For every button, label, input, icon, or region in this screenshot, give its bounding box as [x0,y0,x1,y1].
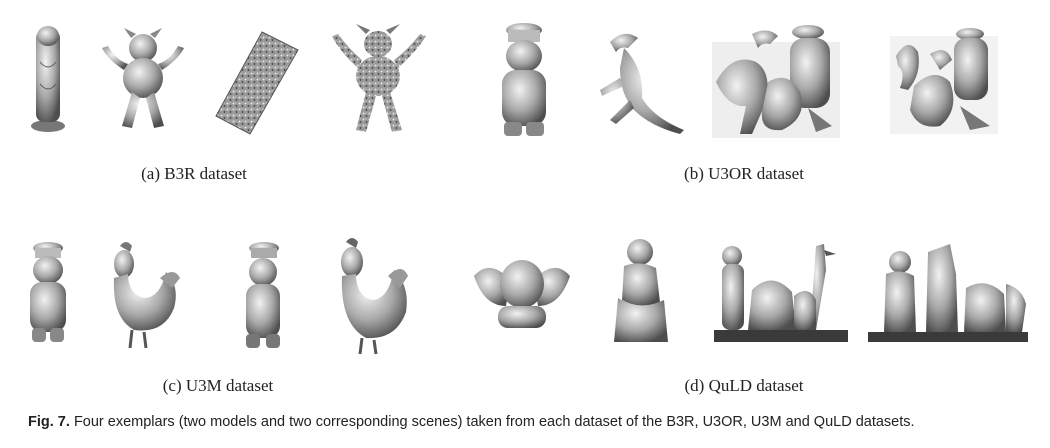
cluttered-scene-1-image [712,240,850,346]
figure-label: Fig. 7. [28,414,70,430]
chef-model-image [494,22,554,138]
subcaption-c: (c) U3M dataset [162,376,274,395]
figure-caption-text: Four exemplars (two models and two corre… [73,414,915,430]
boy-model-image [610,238,672,348]
dragon-model-image [98,26,188,132]
cluttered-scene-2-image [890,26,998,134]
cluttered-scene-2-image [866,244,1030,344]
angel-model-image [470,250,574,334]
chicken-scan-image [334,234,410,356]
subcaption-d: (d) QuLD dataset [684,376,804,395]
chef-model-image [24,240,72,344]
chef-scan-image [240,240,286,350]
cluttered-scene-1-image [712,22,840,138]
subcaption-b: (b) U3OR dataset [684,164,804,183]
trex-model-image [594,28,686,134]
buddha-model-image [28,22,68,134]
buddha-scene-image [214,30,300,136]
dragon-scene-image [326,22,432,134]
figure-caption: Fig. 7. Four exemplars (two models and t… [28,414,1028,430]
chicken-model-image [104,238,182,350]
subcaption-a: (a) B3R dataset [141,164,247,183]
